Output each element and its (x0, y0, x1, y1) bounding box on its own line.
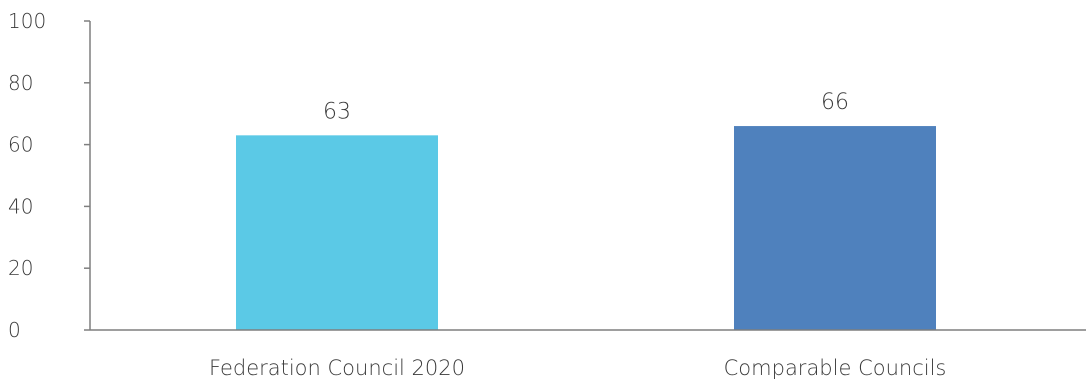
category-labels: Federation Council 2020 Comparable Counci… (209, 356, 946, 380)
bars (236, 126, 936, 330)
x-category-label: Federation Council 2020 (209, 356, 465, 380)
y-tick-label: 0 (8, 318, 21, 342)
data-labels: 63 66 (323, 90, 849, 124)
y-tick-label: 60 (8, 133, 33, 157)
y-tick-label: 20 (8, 256, 33, 280)
y-tick-label: 40 (8, 194, 33, 218)
bar-value-label: 63 (323, 99, 351, 124)
bar (236, 135, 438, 330)
bar (734, 126, 936, 330)
x-category-label: Comparable Councils (724, 356, 947, 380)
y-tick-label: 100 (8, 9, 46, 33)
y-axis-ticks: 0 20 40 60 80 100 (8, 9, 90, 342)
y-tick-label: 80 (8, 71, 33, 95)
bar-value-label: 66 (821, 90, 849, 115)
